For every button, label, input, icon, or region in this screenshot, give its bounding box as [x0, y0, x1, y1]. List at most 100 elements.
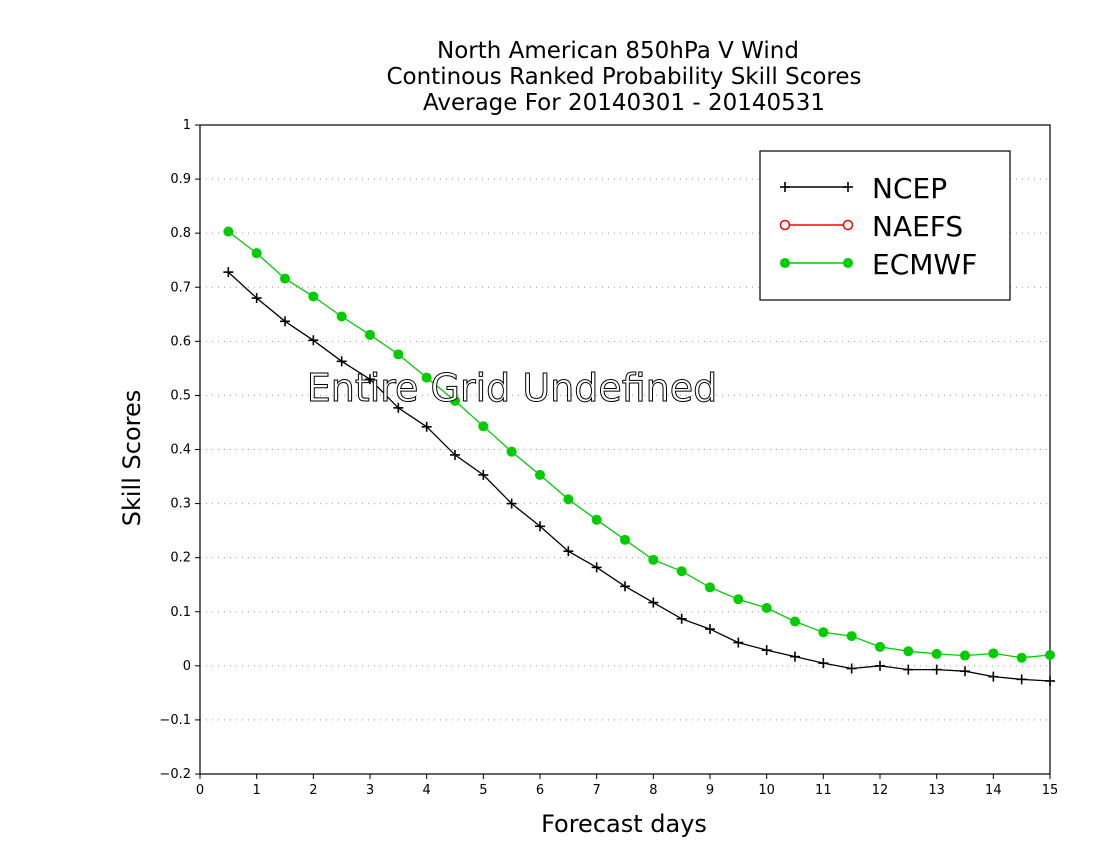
data-point-ecmwf — [223, 226, 234, 237]
data-point-ncep — [308, 335, 319, 346]
x-tick-label: 7 — [593, 783, 601, 798]
y-tick-label: 0.9 — [170, 172, 191, 187]
data-point-ecmwf — [648, 554, 659, 565]
data-point-ecmwf — [336, 311, 347, 322]
x-tick-label: 8 — [649, 783, 657, 798]
data-point-ecmwf — [620, 534, 630, 545]
y-tick-label: 0.5 — [170, 388, 191, 403]
data-point-ncep — [931, 664, 942, 675]
data-point-ncep — [790, 651, 800, 662]
data-point-ncep — [1045, 675, 1055, 686]
data-point-ncep — [251, 293, 262, 304]
chart-title-line-2: Continous Ranked Probability Skill Score… — [386, 64, 861, 90]
data-point-ecmwf — [308, 291, 319, 302]
data-point-ecmwf — [506, 446, 517, 457]
annotation-text: Entire Grid Undefined — [307, 366, 718, 410]
chart-title-line-3: Average For 20140301 - 20140531 — [423, 90, 825, 116]
legend-label-naefs: NAEFS — [872, 210, 963, 243]
x-tick-label: 15 — [1042, 783, 1059, 798]
data-point-ncep — [1016, 674, 1027, 685]
legend-marker-ecmwf — [843, 258, 853, 268]
data-point-ecmwf — [903, 646, 914, 657]
x-tick-label: 6 — [536, 783, 544, 798]
y-axis-label: Skill Scores — [118, 390, 146, 527]
legend-samples — [779, 182, 854, 268]
x-tick-label: 2 — [309, 783, 317, 798]
y-tick-label: −0.2 — [159, 767, 191, 782]
data-point-ncep — [846, 663, 857, 674]
data-point-ncep — [336, 356, 347, 367]
data-point-ncep — [478, 469, 489, 480]
data-point-ncep — [280, 316, 290, 327]
x-tick-label: 13 — [928, 783, 945, 798]
x-tick-label: 4 — [423, 783, 431, 798]
data-point-ncep — [903, 664, 914, 675]
data-point-ecmwf — [761, 602, 772, 613]
data-point-ecmwf — [393, 349, 404, 360]
data-point-ncep — [365, 374, 375, 385]
x-tick-label: 3 — [366, 783, 374, 798]
data-point-ncep — [705, 624, 715, 635]
data-point-ecmwf — [705, 582, 715, 593]
legend-marker-naefs — [779, 219, 791, 231]
data-point-ncep — [421, 421, 432, 432]
data-point-ncep — [450, 449, 460, 460]
data-point-ecmwf — [846, 631, 857, 642]
legend-marker-ecmwf — [780, 258, 790, 268]
data-point-ncep — [563, 546, 574, 557]
legend-marker-ncep — [843, 182, 853, 192]
data-point-ncep — [535, 521, 545, 532]
data-point-ecmwf — [280, 273, 290, 284]
y-tick-label: 0.2 — [170, 551, 191, 566]
y-tick-label: 0.8 — [170, 226, 191, 241]
chart-title-line-1: North American 850hPa V Wind — [437, 38, 799, 64]
y-tick-label: −0.1 — [159, 713, 191, 728]
data-point-ecmwf — [960, 650, 970, 661]
x-tick-label: 5 — [479, 783, 487, 798]
data-point-ecmwf — [988, 648, 999, 659]
x-tick-label: 0 — [196, 783, 204, 798]
data-point-ecmwf — [676, 566, 687, 577]
data-point-ncep — [988, 671, 999, 682]
y-tick-label: 0.3 — [170, 497, 191, 512]
legend: NCEP NAEFS ECMWF — [759, 150, 1011, 301]
x-tick-label: 9 — [706, 783, 714, 798]
data-point-ncep — [591, 562, 602, 573]
data-point-ecmwf — [931, 648, 942, 659]
data-point-ncep — [733, 637, 744, 648]
data-point-ecmwf — [365, 329, 375, 340]
data-point-ecmwf — [818, 627, 829, 638]
x-tick-label: 12 — [872, 783, 889, 798]
data-point-ncep — [875, 660, 885, 671]
x-tick-label: 1 — [253, 783, 261, 798]
data-point-ecmwf — [450, 395, 460, 406]
data-point-ecmwf — [421, 372, 432, 383]
y-tick-label: 0.4 — [170, 443, 191, 458]
axis-ticks: −0.2−0.100.10.20.30.40.50.60.70.80.910 1 2… — [159, 118, 1058, 798]
data-point-ecmwf — [478, 421, 489, 432]
data-point-ecmwf — [733, 594, 744, 605]
y-tick-label: 0.1 — [170, 605, 191, 620]
legend-label-ncep: NCEP — [872, 172, 947, 205]
y-tick-label: 1 — [183, 118, 191, 133]
legend-label-ecmwf: ECMWF — [872, 248, 977, 281]
series-layer — [223, 226, 1055, 686]
y-tick-label: 0.7 — [170, 280, 191, 295]
data-point-ncep — [223, 267, 234, 278]
data-point-ecmwf — [535, 469, 545, 480]
x-axis-label: Forecast days — [541, 810, 707, 838]
data-point-ecmwf — [790, 616, 800, 627]
data-point-ecmwf — [251, 248, 262, 259]
y-tick-label: 0.6 — [170, 334, 191, 349]
data-point-ncep — [393, 402, 404, 413]
data-point-ncep — [676, 613, 687, 624]
x-tick-label: 14 — [985, 783, 1002, 798]
data-point-ncep — [648, 597, 659, 608]
legend-marker-naefs — [842, 219, 854, 231]
data-point-ecmwf — [875, 641, 885, 652]
data-point-ecmwf — [563, 494, 574, 505]
x-tick-label: 11 — [815, 783, 832, 798]
data-point-ncep — [620, 581, 630, 592]
data-point-ecmwf — [1016, 652, 1027, 663]
